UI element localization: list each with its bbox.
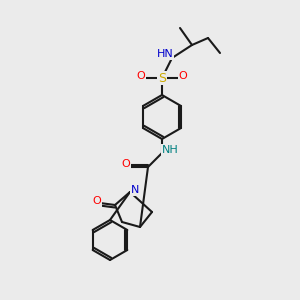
Text: S: S [158,71,166,85]
Text: NH: NH [162,145,178,155]
Text: O: O [136,71,146,81]
Text: O: O [122,159,130,169]
Text: N: N [131,185,139,195]
Text: O: O [178,71,188,81]
Text: HN: HN [157,49,173,59]
Text: O: O [93,196,101,206]
